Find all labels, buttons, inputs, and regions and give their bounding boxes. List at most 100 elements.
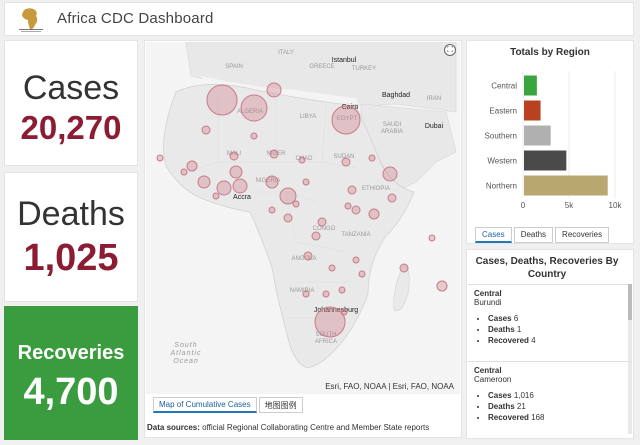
category-label: Eastern	[489, 107, 517, 116]
bubble-eritrea[interactable]	[368, 154, 376, 162]
bubble-mozambique[interactable]	[352, 256, 360, 264]
bubble-zimbabwe[interactable]	[338, 286, 346, 294]
list-item-country: Burundi	[474, 298, 502, 307]
map-tabs: Map of Cumulative Cases 地图图例	[153, 397, 303, 413]
bubble-mali[interactable]	[229, 151, 239, 161]
bubble-burkina[interactable]	[229, 165, 243, 179]
map-label-congo: CONGO	[313, 226, 336, 232]
bubble-kenya[interactable]	[368, 208, 380, 220]
bubble-morocco[interactable]	[201, 125, 211, 135]
category-label: Western	[487, 157, 517, 166]
bubble-djibouti[interactable]	[382, 166, 398, 182]
tab-region-deaths[interactable]: Deaths	[513, 227, 554, 243]
bubble-algeria[interactable]	[206, 84, 238, 116]
bubble-zambia[interactable]	[328, 264, 336, 272]
tab-map-legend[interactable]: 地图图例	[258, 397, 303, 413]
list-item-region: Central	[474, 366, 502, 375]
bubble-south-africa[interactable]	[314, 306, 346, 338]
country-list[interactable]: Central Burundi Cases 6 Deaths 1 Recover…	[468, 284, 628, 438]
bar-western[interactable]	[524, 150, 567, 171]
map-label-ocean: South Atlantic Ocean	[170, 342, 202, 365]
bubble-tanzania[interactable]	[351, 205, 361, 215]
bubble-senegal[interactable]	[186, 160, 198, 172]
map-label-greece: GREECE	[309, 64, 334, 70]
bubble-madagascar[interactable]	[399, 263, 409, 273]
bar-eastern[interactable]	[524, 100, 541, 121]
map-label-tanzania: TANZANIA	[341, 232, 370, 238]
bubble-seychelles[interactable]	[428, 234, 436, 242]
bubble-algeria-east[interactable]	[240, 94, 268, 122]
bubble-equatorial-guinea[interactable]	[292, 200, 300, 208]
map-label-dubai: Dubai	[425, 123, 444, 130]
category-label: Southern	[485, 132, 517, 141]
bubble-liberia[interactable]	[212, 192, 220, 200]
region-chart-tabs: Cases Deaths Recoveries	[475, 227, 610, 243]
bubble-ghana[interactable]	[232, 178, 248, 194]
x-tick-label: 5k	[565, 201, 574, 210]
bubble-tunisia[interactable]	[250, 132, 258, 140]
bubble-niger[interactable]	[269, 149, 279, 159]
map-label-libya: LIBYA	[300, 114, 317, 120]
cases-card: Cases 20,270	[4, 40, 138, 166]
map-label-egypt: EGYPT	[337, 116, 358, 122]
list-item[interactable]: Central Cameroon Cases 1,016 Deaths 21 R…	[468, 361, 628, 438]
bubble-chad[interactable]	[298, 156, 306, 164]
bubble-ivory-coast[interactable]	[216, 180, 232, 196]
bar-southern[interactable]	[524, 125, 551, 146]
map-label-sudan: SUDAN	[333, 154, 354, 160]
x-tick-label: 10k	[609, 201, 623, 210]
bar-northern[interactable]	[524, 175, 608, 196]
bubble-sao-tome[interactable]	[268, 206, 276, 214]
deaths-label: Deaths	[17, 195, 125, 233]
region-chart-panel: Totals by Region 0 5k 10k Central Eastern Sou…	[466, 40, 634, 244]
bubble-car[interactable]	[302, 178, 310, 186]
list-item[interactable]: Central Burundi Cases 6 Deaths 1 Recover…	[468, 284, 628, 361]
bubble-congo[interactable]	[317, 217, 327, 227]
region-bar-chart[interactable]: 0 5k 10k Central Eastern Southern Western North…	[467, 61, 633, 226]
bubble-gabon[interactable]	[283, 213, 293, 223]
tab-region-cases[interactable]: Cases	[475, 227, 512, 243]
case-bubbles	[156, 82, 448, 338]
bubble-gambia[interactable]	[180, 168, 188, 176]
map-label-johannesburg: Johannesburg	[314, 307, 358, 314]
bubble-malawi[interactable]	[358, 270, 366, 278]
africa-map[interactable]: SPAIN ITALY GREECE TURKEY IRAN SAUDI ARAB…	[146, 42, 460, 394]
bubble-angola[interactable]	[303, 251, 313, 261]
region-chart-title: Totals by Region	[510, 47, 590, 58]
bubble-ethiopia[interactable]	[347, 185, 357, 195]
bubble-drc[interactable]	[311, 231, 321, 241]
app-header: Africa CDC Dashboard	[4, 2, 634, 36]
bubble-cape-verde[interactable]	[156, 154, 164, 162]
bubble-namibia[interactable]	[302, 290, 310, 298]
bubble-eswatini[interactable]	[340, 308, 348, 316]
tab-map-cumulative-cases[interactable]: Map of Cumulative Cases	[153, 397, 257, 413]
bubble-somalia[interactable]	[387, 193, 397, 203]
bubble-guinea[interactable]	[197, 175, 211, 189]
recoveries-value: 4,700	[23, 371, 119, 413]
bubble-botswana[interactable]	[322, 290, 330, 298]
bubble-cameroon[interactable]	[265, 175, 279, 189]
bubble-libya[interactable]	[266, 82, 282, 98]
list-item-region: Central	[474, 289, 502, 298]
bubble-nigeria[interactable]	[279, 187, 297, 205]
bubble-egypt[interactable]	[331, 105, 361, 135]
bubble-mauritius[interactable]	[436, 280, 448, 292]
country-list-title: Cases, Deaths, Recoveries By Country	[475, 256, 619, 280]
data-sources: Data sources: official Regional Collabor…	[147, 423, 429, 432]
africa-cdc-logo	[19, 8, 43, 32]
country-list-scrollbar[interactable]	[628, 284, 632, 434]
bar-central[interactable]	[524, 75, 537, 96]
data-sources-label: Data sources:	[147, 423, 200, 432]
bubble-uganda[interactable]	[344, 202, 352, 210]
expand-map-button[interactable]: ⛶	[444, 44, 456, 56]
category-label: Central	[491, 82, 517, 91]
map-view[interactable]: SPAIN ITALY GREECE TURKEY IRAN SAUDI ARAB…	[146, 42, 460, 394]
category-label: Northern	[486, 182, 517, 191]
tab-region-recoveries[interactable]: Recoveries	[555, 227, 610, 243]
map-label-istanbul: Istanbul	[332, 57, 357, 64]
map-panel: SPAIN ITALY GREECE TURKEY IRAN SAUDI ARAB…	[144, 40, 462, 438]
page-title: Africa CDC Dashboard	[57, 10, 214, 27]
bubble-sudan[interactable]	[341, 157, 351, 167]
map-label-angola: ANGOLA	[291, 256, 316, 262]
scrollbar-thumb[interactable]	[628, 284, 632, 320]
